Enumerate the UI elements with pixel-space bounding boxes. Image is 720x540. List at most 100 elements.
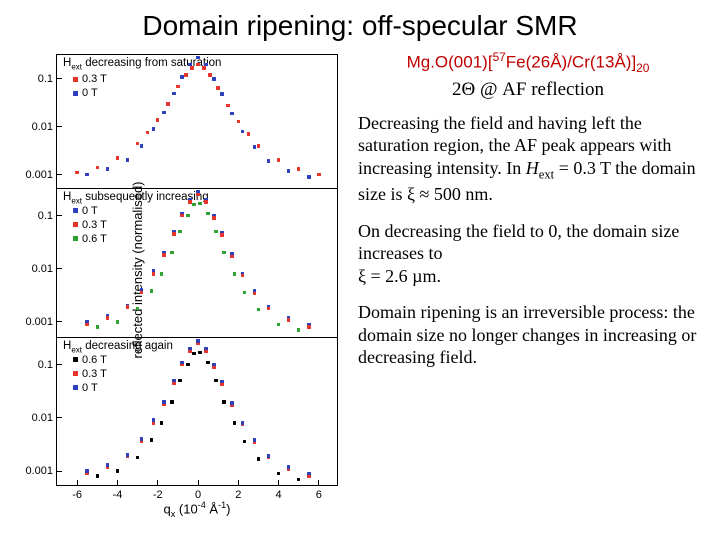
data-point (297, 328, 301, 332)
data-point (233, 272, 237, 276)
data-point (253, 292, 257, 296)
data-point (220, 233, 224, 237)
data-point (146, 131, 150, 135)
data-point (126, 453, 130, 457)
data-point (192, 203, 196, 207)
data-point (106, 463, 110, 467)
data-point (126, 305, 130, 309)
panel-label: Hext decreasing again (63, 340, 173, 354)
data-point (267, 159, 271, 163)
data-point (85, 323, 89, 327)
legend-marker-icon (73, 208, 78, 213)
data-point (241, 421, 245, 425)
data-point (178, 379, 182, 383)
legend-marker-icon (73, 77, 78, 82)
data-point (208, 73, 212, 77)
chart-panels: reflected intensity (normalised) qx (10-… (56, 54, 338, 486)
y-tick: 0.001 (19, 316, 53, 328)
legend-marker-icon (73, 357, 78, 362)
panel-legend: 0.3 T0 T (73, 73, 107, 101)
y-tick: 0.1 (19, 210, 53, 222)
data-point (204, 63, 208, 67)
data-point (307, 325, 311, 329)
data-point (186, 214, 190, 218)
x-tick: 0 (195, 489, 201, 501)
data-point (247, 132, 251, 136)
x-tick: 6 (316, 489, 322, 501)
data-point (190, 66, 194, 70)
data-point (85, 173, 89, 177)
data-point (186, 363, 190, 367)
page-title: Domain ripening: off-specular SMR (0, 0, 720, 42)
data-point (172, 379, 176, 383)
legend-item: 0 T (73, 205, 107, 217)
legend-item: 0.6 T (73, 354, 107, 366)
data-point (297, 478, 301, 482)
legend-marker-icon (73, 385, 78, 390)
data-point (204, 200, 208, 204)
data-point (214, 379, 218, 383)
data-point (152, 272, 156, 276)
paragraph-2: On decreasing the field to 0, the domain… (358, 220, 698, 288)
data-point (160, 272, 164, 276)
data-point (257, 308, 261, 312)
data-point (180, 361, 184, 365)
data-point (287, 169, 291, 173)
chart-panel: 0.0010.010.1Hext decreasing again0.6 T0.… (57, 338, 337, 487)
legend-item: 0.6 T (73, 233, 107, 245)
data-point (150, 289, 154, 293)
data-point (202, 66, 206, 70)
data-point (220, 92, 224, 96)
data-point (196, 339, 200, 343)
data-point (106, 167, 110, 171)
data-point (160, 421, 164, 425)
data-point (170, 400, 174, 404)
reflection-condition: 2Θ @ AF reflection (358, 78, 698, 102)
data-point (267, 454, 271, 458)
data-point (277, 323, 281, 327)
data-point (172, 92, 176, 96)
data-point (196, 193, 200, 197)
data-point (317, 173, 321, 177)
legend-marker-icon (73, 91, 78, 96)
main-row: reflected intensity (normalised) qx (10-… (0, 42, 720, 520)
x-tick: 2 (235, 489, 241, 501)
y-tick: 0.01 (19, 412, 53, 424)
legend-label: 0.3 T (82, 219, 107, 231)
data-point (230, 255, 234, 259)
data-point (243, 440, 247, 444)
data-point (178, 230, 182, 234)
data-point (198, 351, 202, 355)
data-point (196, 56, 200, 60)
data-point (96, 474, 100, 478)
legend-marker-icon (73, 222, 78, 227)
data-point (136, 142, 140, 146)
data-point (237, 120, 241, 124)
y-tick: 0.1 (19, 359, 53, 371)
data-point (277, 472, 281, 476)
chart-panel: 0.0010.010.1Hext decreasing from saturat… (57, 55, 337, 189)
y-tick: 0.1 (19, 73, 53, 85)
data-point (116, 320, 120, 324)
paragraph-1: Decreasing the field and having left the… (358, 112, 698, 206)
data-point (188, 347, 192, 351)
legend-marker-icon (73, 371, 78, 376)
data-point (204, 347, 208, 351)
legend-item: 0.3 T (73, 219, 107, 231)
x-axis-label: qx (10-4 Å-1) (163, 500, 230, 519)
data-point (206, 361, 210, 365)
legend-item: 0 T (73, 87, 107, 99)
data-point (287, 318, 291, 322)
data-point (162, 400, 166, 404)
legend-item: 0.3 T (73, 368, 107, 380)
data-point (184, 73, 188, 77)
data-point (230, 401, 234, 405)
legend-label: 0.6 T (82, 354, 107, 366)
data-point (257, 457, 261, 461)
data-point (222, 400, 226, 404)
data-point (180, 75, 184, 79)
chart-panel: 0.0010.010.1Hext subsequently increasing… (57, 189, 337, 338)
data-point (220, 380, 224, 384)
legend-label: 0.6 T (82, 233, 107, 245)
data-point (297, 167, 301, 171)
